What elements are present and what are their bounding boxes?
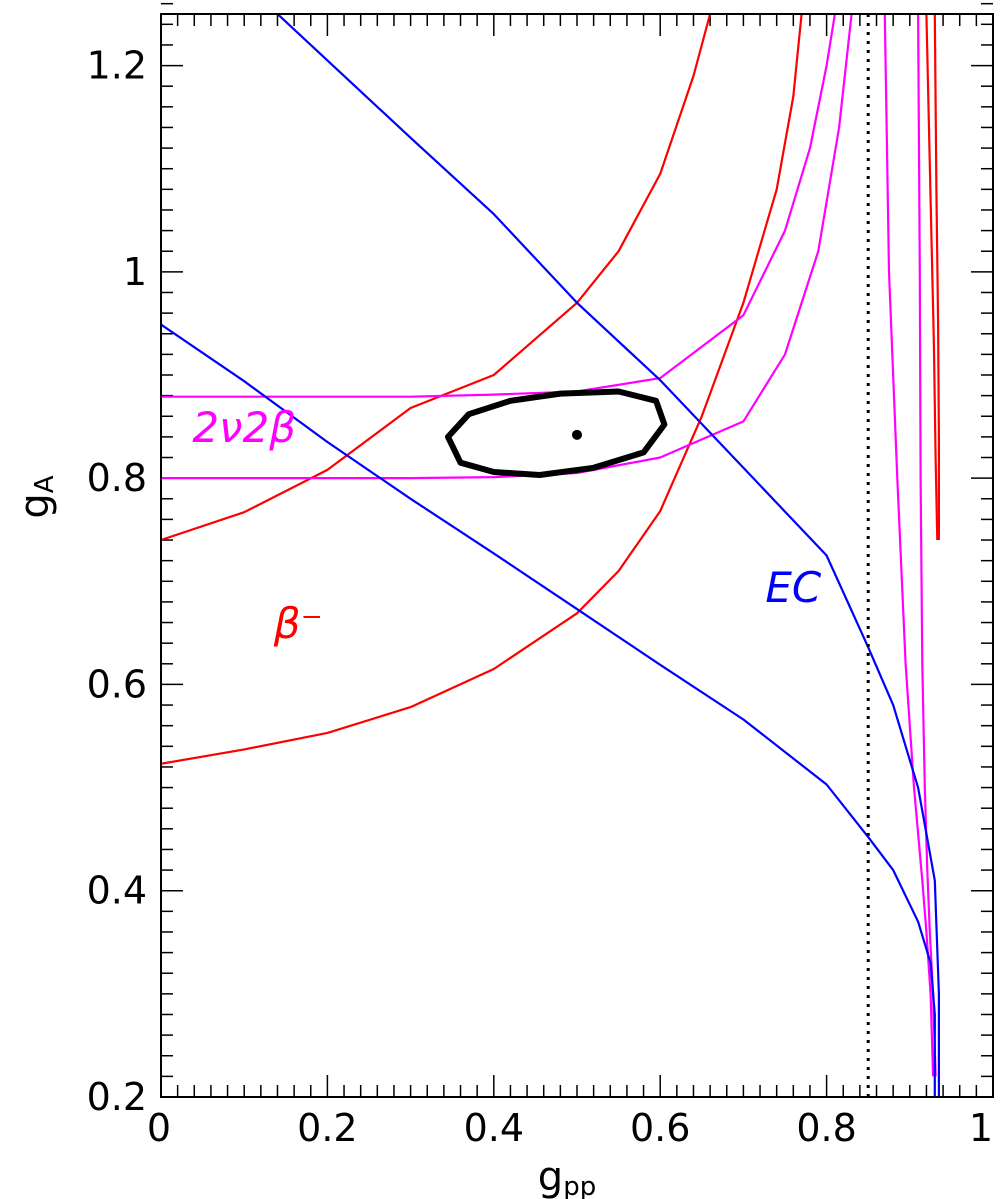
series-layer <box>161 14 941 1097</box>
x-tick-label: 0.8 <box>796 1106 856 1150</box>
annotations: 2ν2β EC β⁻ <box>192 403 822 648</box>
x-tick-label: 0.2 <box>297 1106 357 1150</box>
x-axis-label-main: g <box>538 1154 563 1199</box>
x-axis-label: gpp <box>538 1154 596 1199</box>
series-line-beta-minus <box>161 14 712 542</box>
annotation-label: 2ν2β <box>192 403 296 452</box>
y-tick-label: 1.2 <box>87 44 147 88</box>
series-line-two-nu-two-beta <box>883 14 935 1077</box>
y-tick-labels: 0.2 0.4 0.6 0.8 1 1.2 <box>87 44 147 1119</box>
x-tick-labels: 0 0.2 0.4 0.6 0.8 1 <box>147 1106 993 1150</box>
x-tick-label: 0.4 <box>464 1106 524 1150</box>
axis-ticks <box>160 2 994 1098</box>
series-line-two-nu-two-beta <box>161 14 853 480</box>
best-fit-point <box>572 429 582 440</box>
series-line-beta-minus <box>933 14 941 540</box>
plot-frame <box>160 13 994 1098</box>
x-tick-label: 0.6 <box>630 1106 690 1150</box>
x-tick-label: 1 <box>969 1106 993 1150</box>
y-tick-label: 1 <box>123 250 147 294</box>
series-line-two-nu-two-beta <box>916 14 937 1077</box>
series-line-beta-minus <box>161 14 803 765</box>
y-axis-label: gA <box>12 475 60 518</box>
annotation-label: β⁻ <box>273 599 323 648</box>
y-axis-label-main: g <box>12 493 58 518</box>
x-tick-label: 0 <box>147 1106 171 1150</box>
confidence-contour <box>445 388 668 478</box>
series-line-ec <box>161 323 936 1097</box>
y-tick-label: 0.8 <box>87 456 147 500</box>
series-line-beta-minus <box>925 14 939 541</box>
y-tick-label: 0.4 <box>87 869 147 913</box>
series-line-ec <box>276 14 941 1097</box>
y-tick-label: 0.6 <box>87 662 147 706</box>
x-axis-label-sub: pp <box>563 1172 596 1199</box>
y-axis-label-sub: A <box>30 475 60 493</box>
y-tick-label: 0.2 <box>87 1075 147 1119</box>
annotation-label: EC <box>765 563 822 612</box>
series-line-two-nu-two-beta <box>161 14 836 398</box>
